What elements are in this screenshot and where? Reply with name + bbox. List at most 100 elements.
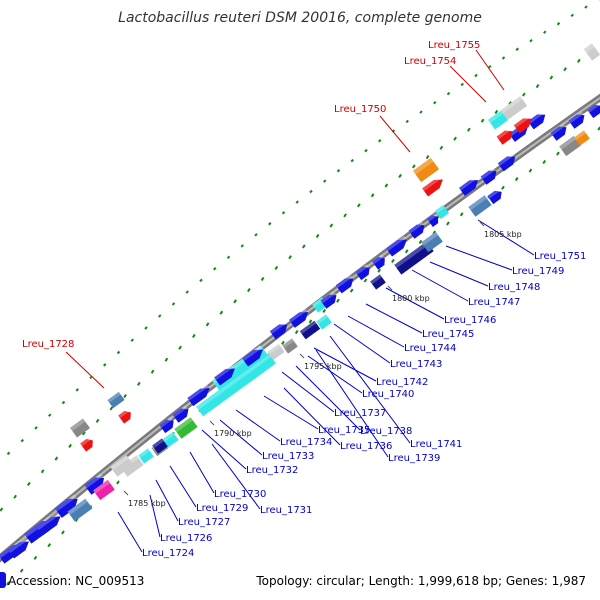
gc-dot <box>274 265 279 271</box>
gene-highlight <box>550 123 566 136</box>
gene-feature <box>93 479 115 501</box>
gene-feature <box>288 308 309 328</box>
gc-dot <box>47 543 52 548</box>
gc-dot <box>308 319 313 324</box>
gc-dot <box>116 350 121 355</box>
gc-dot <box>295 200 299 204</box>
gene-arrow <box>320 294 337 309</box>
gc-dot <box>82 431 86 436</box>
gc-dot <box>61 530 65 535</box>
gene-feature <box>196 353 276 417</box>
gene-feature <box>8 537 29 559</box>
gc-dot <box>294 329 299 335</box>
gc-dot <box>103 363 107 367</box>
gene-label: Lreu_1755 <box>428 40 480 51</box>
gene-label: Lreu_1726 <box>160 533 212 544</box>
gc-dot <box>459 212 464 217</box>
gene-feature <box>487 187 502 205</box>
gene-highlight <box>435 205 446 214</box>
gene-arrow <box>550 126 567 141</box>
leader-line <box>475 49 505 91</box>
leader-line <box>219 419 263 456</box>
gc-dot <box>226 255 231 259</box>
gene-label: Lreu_1732 <box>246 465 298 476</box>
gc-dot <box>288 255 292 260</box>
gene-feature <box>110 455 134 477</box>
gene-feature <box>408 221 425 239</box>
gene-block <box>110 455 134 477</box>
gene-feature <box>316 314 332 330</box>
legend-swatch <box>0 572 6 588</box>
gc-dot <box>240 244 244 248</box>
gene-feature <box>80 436 93 452</box>
gc-dot <box>130 338 134 342</box>
gc-dot <box>178 345 182 350</box>
gc-dot <box>19 568 24 573</box>
gene-feature <box>550 123 567 141</box>
gc-dot <box>219 310 224 315</box>
gene-label: Lreu_1749 <box>512 266 564 277</box>
gene-highlight <box>568 111 584 124</box>
gene-arrow <box>527 114 546 130</box>
gene-arrow <box>242 350 263 366</box>
gene-arrow <box>84 477 105 495</box>
gene-arrow <box>496 130 513 145</box>
gene-highlight <box>24 516 51 538</box>
gene-feature <box>480 167 497 185</box>
gc-dot <box>137 381 141 386</box>
gc-dot <box>515 47 519 51</box>
gc-dot <box>199 278 203 283</box>
leader-line <box>189 451 215 494</box>
gc-dot <box>109 406 114 411</box>
leader-line <box>211 443 261 510</box>
leader-line <box>429 261 489 287</box>
gc-dot <box>584 5 588 9</box>
gene-feature <box>370 274 386 290</box>
gene-feature <box>172 405 189 423</box>
gene-label: Lreu_1724 <box>142 548 194 559</box>
gene-highlight <box>84 473 103 489</box>
gene-block <box>267 343 285 361</box>
gc-dot <box>61 400 66 405</box>
gene-feature <box>587 101 600 119</box>
gene-feature <box>458 176 479 196</box>
gene-block <box>394 241 434 275</box>
gene-feature <box>468 195 492 217</box>
leader-line <box>295 365 361 431</box>
gene-highlight <box>468 195 487 211</box>
gene-highlight <box>159 416 173 428</box>
gene-highlight <box>172 405 188 418</box>
gene-feature <box>412 157 440 183</box>
gene-highlight <box>408 221 424 234</box>
gene-feature <box>335 274 354 294</box>
gene-arrow <box>408 224 425 239</box>
gc-dot <box>398 173 402 178</box>
gc-dot <box>281 211 286 215</box>
gc-dot <box>501 185 505 190</box>
gc-dot <box>34 426 38 430</box>
gene-highlight <box>288 308 308 323</box>
gene-feature <box>497 152 516 172</box>
gc-dot <box>418 239 423 244</box>
leader-line <box>155 479 179 522</box>
kbp-ticks: 1785 kbp 1790 kbp 1795 kbp 1800 kbp 1805 kbp <box>123 221 522 508</box>
gene-block <box>138 448 154 464</box>
gene-label: Lreu_1743 <box>390 359 442 370</box>
gene-label: Lreu_1736 <box>340 441 392 452</box>
gene-highlight <box>421 231 439 246</box>
gene-highlight <box>527 110 545 124</box>
genome-summary-text: Topology: circular; Length: 1,999,618 bp… <box>256 574 586 588</box>
gene-arrow <box>118 410 131 424</box>
gc-dot <box>171 302 176 306</box>
gc-dot <box>322 308 327 314</box>
gc-dot <box>556 22 561 26</box>
gene-highlight <box>93 479 111 494</box>
gc-dot <box>528 168 533 173</box>
gc-dot <box>123 394 127 399</box>
tick-label: 1790 kbp <box>214 429 252 438</box>
gene-feature <box>282 338 298 354</box>
gc-dot <box>357 203 361 208</box>
gene-arrow <box>159 419 174 434</box>
gene-highlight <box>487 187 501 199</box>
gene-arrow <box>355 266 370 281</box>
